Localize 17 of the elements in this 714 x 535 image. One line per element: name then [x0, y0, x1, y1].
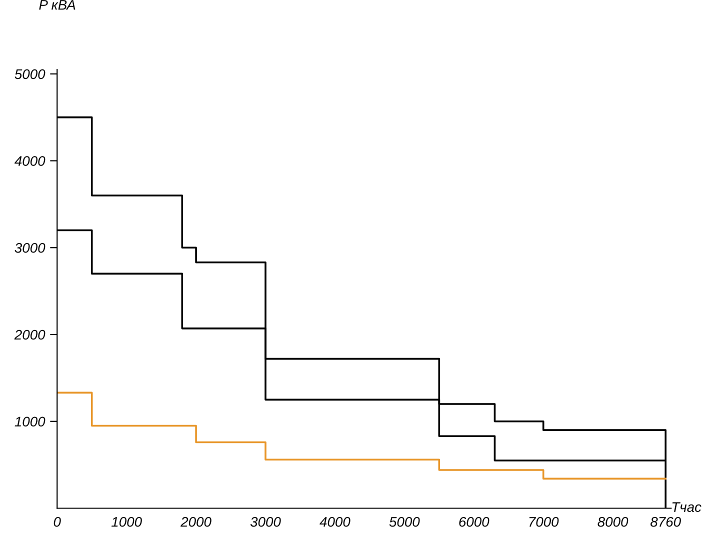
x-tick-label: 7000 — [529, 516, 559, 527]
x-tick-label: 5000 — [389, 516, 420, 527]
x-tick-label: 0 — [54, 516, 61, 527]
y-tick-label: 3000 — [14, 242, 46, 253]
x-tick-label: 3000 — [250, 516, 281, 527]
x-tick-label: 6000 — [459, 516, 490, 527]
y-tick-label: 1000 — [14, 416, 46, 427]
y-tick-label: 2000 — [14, 330, 46, 340]
x-tick-label: 8000 — [598, 516, 628, 527]
x-tick-label: 8760 — [650, 516, 681, 527]
y-tick-label: 4000 — [14, 156, 46, 166]
x-tick-label: 2000 — [180, 516, 212, 527]
x-tick-label: 1000 — [111, 516, 142, 527]
x-axis-title: Тчас — [672, 502, 702, 512]
x-tick-label: 4000 — [320, 516, 350, 527]
y-tick-label: 5000 — [14, 69, 46, 80]
y-axis-title: P кВА — [39, 0, 76, 10]
